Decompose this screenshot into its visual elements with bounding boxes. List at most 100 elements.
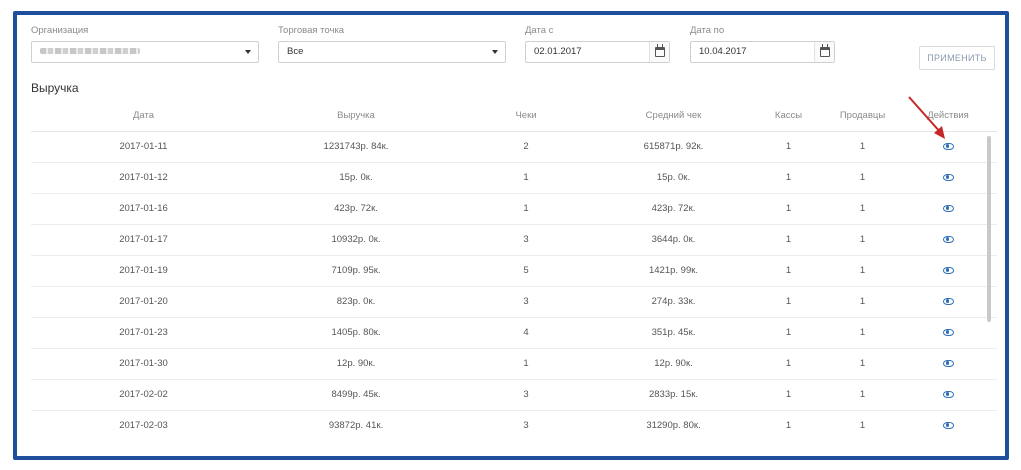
cell-revenue: 12р. 90к. [256, 348, 456, 380]
cell-date: 2017-01-20 [31, 286, 256, 318]
filter-bar: Организация Торговая точка Все Дата с 02… [31, 25, 1001, 75]
date-from-picker-button[interactable] [649, 42, 669, 62]
date-to-picker-button[interactable] [814, 42, 834, 62]
calendar-icon [655, 44, 665, 57]
cell-sellers: 1 [826, 162, 899, 194]
cell-sellers: 1 [826, 317, 899, 349]
cell-pos: 1 [751, 255, 826, 287]
cell-sellers: 1 [826, 224, 899, 256]
table-row: 2017-01-30 12р. 90к. 1 12р. 90к. 1 1 [31, 348, 997, 380]
cell-date: 2017-01-16 [31, 193, 256, 225]
cell-sellers: 1 [826, 131, 899, 163]
cell-pos: 1 [751, 317, 826, 349]
cell-date: 2017-01-23 [31, 317, 256, 349]
apply-button[interactable]: ПРИМЕНИТЬ [919, 46, 995, 70]
revenue-table-container[interactable]: Дата Выручка Чеки Средний чек Кассы Прод… [31, 100, 997, 436]
arrow-shaft [908, 96, 942, 134]
cell-checks: 3 [456, 410, 596, 436]
cell-pos: 1 [751, 162, 826, 194]
table-row: 2017-01-11 1231743р. 84к. 2 615871р. 92к. 1 1 [31, 131, 997, 163]
outlet-label: Торговая точка [278, 25, 345, 36]
cell-pos: 1 [751, 348, 826, 380]
cell-revenue: 10932р. 0к. [256, 224, 456, 256]
section-title: Выручка [31, 81, 79, 95]
date-from-input[interactable]: 02.01.2017 [525, 41, 670, 63]
outlet-select[interactable]: Все [278, 41, 506, 63]
eye-icon[interactable] [942, 390, 954, 398]
cell-sellers: 1 [826, 379, 899, 411]
cell-actions [899, 410, 997, 436]
eye-icon[interactable] [942, 266, 954, 274]
cell-sellers: 1 [826, 410, 899, 436]
cell-sellers: 1 [826, 193, 899, 225]
cell-actions [899, 162, 997, 194]
cell-avg-check: 2833р. 15к. [596, 379, 751, 411]
organization-label: Организация [31, 25, 89, 36]
cell-date: 2017-02-03 [31, 410, 256, 436]
date-to-input[interactable]: 10.04.2017 [690, 41, 835, 63]
cell-avg-check: 274р. 33к. [596, 286, 751, 318]
cell-revenue: 93872р. 41к. [256, 410, 456, 436]
app-frame: Организация Торговая точка Все Дата с 02… [13, 11, 1009, 460]
cell-checks: 3 [456, 379, 596, 411]
cell-revenue: 823р. 0к. [256, 286, 456, 318]
cell-actions [899, 348, 997, 380]
table-row: 2017-02-02 8499р. 45к. 3 2833р. 15к. 1 1 [31, 379, 997, 411]
cell-revenue: 1231743р. 84к. [256, 131, 456, 163]
organization-value [40, 48, 140, 54]
header-checks[interactable]: Чеки [456, 100, 596, 132]
chevron-down-icon [245, 50, 251, 54]
cell-pos: 1 [751, 410, 826, 436]
cell-sellers: 1 [826, 255, 899, 287]
cell-checks: 3 [456, 286, 596, 318]
eye-icon[interactable] [942, 359, 954, 367]
cell-actions [899, 317, 997, 349]
cell-date: 2017-01-17 [31, 224, 256, 256]
cell-pos: 1 [751, 286, 826, 318]
date-from-label: Дата с [525, 25, 554, 36]
eye-icon[interactable] [942, 235, 954, 243]
cell-pos: 1 [751, 379, 826, 411]
chevron-down-icon [492, 50, 498, 54]
eye-icon[interactable] [942, 173, 954, 181]
cell-avg-check: 31290р. 80к. [596, 410, 751, 436]
table-scrollbar[interactable] [987, 136, 991, 322]
cell-avg-check: 1421р. 99к. [596, 255, 751, 287]
eye-icon[interactable] [942, 142, 954, 150]
revenue-table: Дата Выручка Чеки Средний чек Кассы Прод… [31, 100, 997, 436]
cell-avg-check: 615871р. 92к. [596, 131, 751, 163]
cell-revenue: 8499р. 45к. [256, 379, 456, 411]
table-row: 2017-01-17 10932р. 0к. 3 3644р. 0к. 1 1 [31, 224, 997, 256]
eye-icon[interactable] [942, 204, 954, 212]
cell-actions [899, 224, 997, 256]
header-avg-check[interactable]: Средний чек [596, 100, 751, 132]
cell-actions [899, 286, 997, 318]
cell-actions [899, 131, 997, 163]
header-date[interactable]: Дата [31, 100, 256, 132]
table-row: 2017-02-03 93872р. 41к. 3 31290р. 80к. 1 1 [31, 410, 997, 436]
cell-checks: 3 [456, 224, 596, 256]
header-pos[interactable]: Кассы [751, 100, 826, 132]
eye-icon[interactable] [942, 328, 954, 336]
organization-select[interactable] [31, 41, 259, 63]
eye-icon[interactable] [942, 421, 954, 429]
cell-checks: 5 [456, 255, 596, 287]
cell-revenue: 423р. 72к. [256, 193, 456, 225]
cell-date: 2017-01-12 [31, 162, 256, 194]
cell-avg-check: 3644р. 0к. [596, 224, 751, 256]
date-to-value: 10.04.2017 [699, 46, 747, 57]
cell-date: 2017-01-11 [31, 131, 256, 163]
date-from-value: 02.01.2017 [534, 46, 582, 57]
table-row: 2017-01-16 423р. 72к. 1 423р. 72к. 1 1 [31, 193, 997, 225]
red-arrow-annotation [908, 96, 945, 139]
cell-revenue: 7109р. 95к. [256, 255, 456, 287]
cell-date: 2017-01-19 [31, 255, 256, 287]
cell-pos: 1 [751, 224, 826, 256]
table-row: 2017-01-23 1405р. 80к. 4 351р. 45к. 1 1 [31, 317, 997, 349]
eye-icon[interactable] [942, 297, 954, 305]
cell-avg-check: 351р. 45к. [596, 317, 751, 349]
cell-revenue: 15р. 0к. [256, 162, 456, 194]
header-sellers[interactable]: Продавцы [826, 100, 899, 132]
cell-sellers: 1 [826, 348, 899, 380]
header-revenue[interactable]: Выручка [256, 100, 456, 132]
